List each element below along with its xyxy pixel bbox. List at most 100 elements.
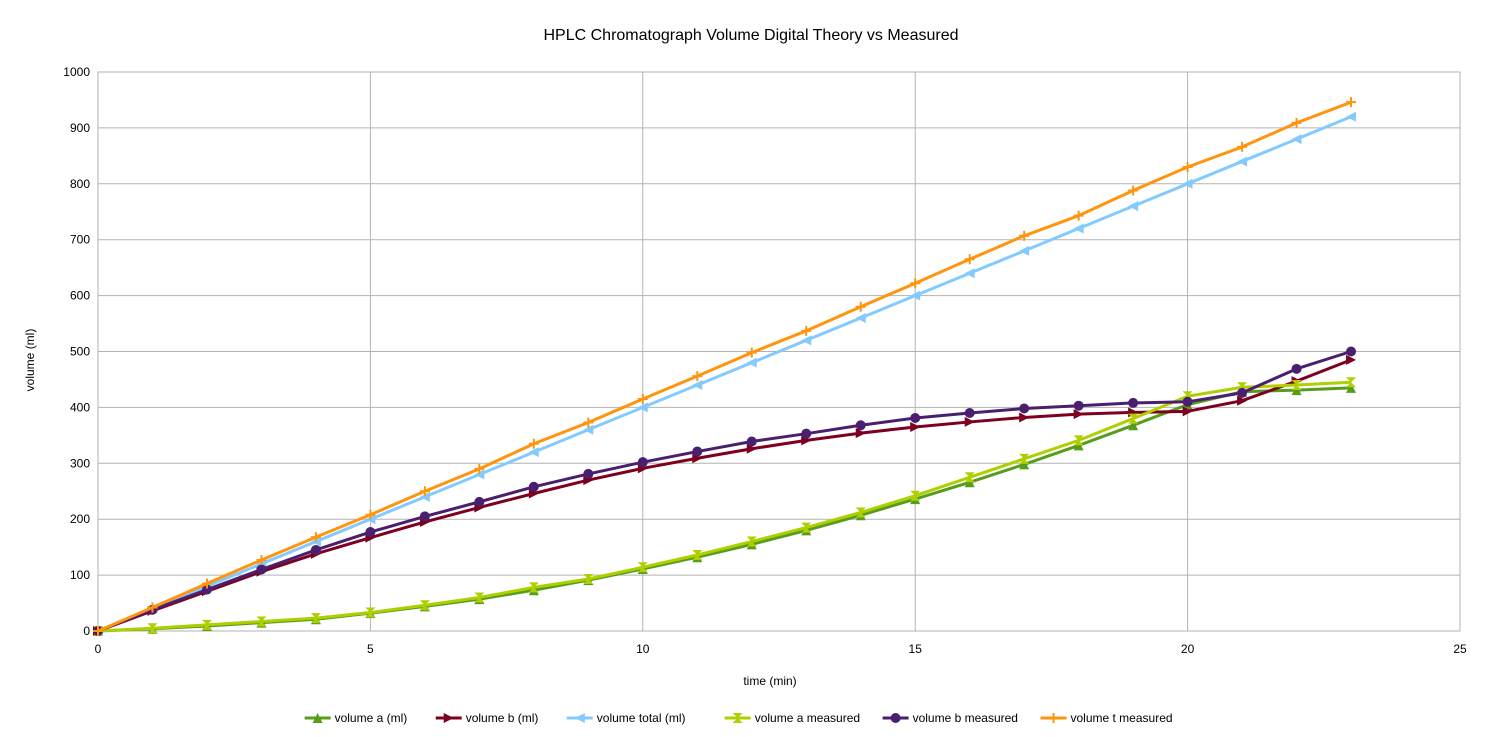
data-point-0-19: [1128, 420, 1139, 431]
data-point-4-21: [1237, 387, 1248, 398]
data-point-2-13: [801, 335, 812, 346]
data-point-1-14: [855, 428, 866, 439]
y-tick-label-4: 400: [70, 400, 90, 414]
data-point-5-9: [583, 417, 594, 428]
data-point-2-16: [964, 268, 975, 279]
series-4: [93, 346, 1357, 636]
data-point-5-1: [147, 602, 158, 613]
y-tick-label-3: 300: [70, 456, 90, 470]
data-point-4-14: [855, 420, 866, 431]
data-point-4-23: [1346, 346, 1357, 357]
y-tick-label-9: 900: [70, 121, 90, 135]
data-point-1-15: [910, 421, 921, 432]
data-point-5-4: [310, 532, 321, 543]
data-point-1-17: [1019, 412, 1030, 423]
y-tick-label-7: 700: [70, 233, 90, 247]
legend-item-3: volume a measured: [724, 711, 860, 725]
legend-item-0: volume a (ml): [304, 711, 407, 725]
data-point-3-11: [692, 549, 703, 560]
data-point-3-6: [419, 600, 430, 611]
data-point-1-23: [1346, 354, 1357, 365]
legend-item-2: volume total (ml): [566, 711, 686, 725]
data-point-5-14: [855, 301, 866, 312]
data-point-3-12: [746, 536, 757, 547]
data-point-2-6: [419, 491, 430, 502]
y-tick-label-1: 100: [70, 568, 90, 582]
data-point-3-7: [474, 592, 485, 603]
data-point-4-13: [801, 428, 812, 439]
data-point-1-12: [746, 443, 757, 454]
legend-swatch-marker-0: [312, 713, 323, 723]
data-point-5-10: [637, 394, 648, 405]
y-axis-ticks: 0 100 200 300 400 500 600 700 800 900 1000: [63, 65, 90, 638]
x-tick-label-5: 25: [1453, 642, 1467, 656]
legend-label-5: volume t measured: [1071, 711, 1173, 725]
data-point-1-16: [964, 416, 975, 427]
data-point-3-4: [310, 613, 321, 624]
data-point-5-15: [910, 278, 921, 289]
x-axis-label: time (min): [743, 674, 796, 688]
legend-item-5: volume t measured: [1040, 711, 1173, 725]
data-point-3-10: [637, 562, 648, 573]
data-point-4-16: [964, 407, 975, 418]
plot-area-border: [97, 71, 1461, 632]
data-point-5-23: [1346, 97, 1357, 108]
data-point-5-3: [256, 555, 267, 566]
data-point-3-17: [1019, 453, 1030, 464]
data-point-4-20: [1182, 396, 1193, 407]
data-point-3-8: [528, 582, 539, 593]
series-line-1: [97, 358, 1352, 633]
y-tick-label-6: 600: [70, 289, 90, 303]
data-point-3-16: [964, 472, 975, 483]
legend-label-1: volume b (ml): [466, 711, 539, 725]
x-tick-label-4: 20: [1181, 642, 1195, 656]
data-point-3-19: [1128, 413, 1139, 424]
data-point-5-5: [365, 509, 376, 520]
data-point-4-19: [1128, 397, 1139, 408]
legend-swatch-marker-4: [890, 713, 901, 723]
legend-label-2: volume total (ml): [597, 711, 686, 725]
data-point-3-2: [201, 619, 212, 630]
series-3: [93, 377, 1357, 636]
data-point-2-7: [474, 469, 485, 480]
data-point-5-19: [1128, 185, 1139, 196]
data-point-3-18: [1073, 435, 1084, 446]
data-point-2-8: [528, 447, 539, 458]
plot-frame: [97, 71, 1461, 632]
data-point-2-18: [1073, 223, 1084, 234]
data-point-4-7: [474, 496, 485, 507]
legend-swatch-marker-5: [1048, 713, 1059, 723]
x-tick-label-3: 15: [909, 642, 923, 656]
data-point-4-9: [583, 468, 594, 479]
data-point-5-22: [1291, 117, 1302, 128]
data-point-3-14: [855, 507, 866, 518]
y-tick-label-8: 800: [70, 177, 90, 191]
series-line-0: [97, 386, 1352, 633]
legend-swatch-marker-3: [732, 713, 743, 723]
data-point-4-10: [637, 457, 648, 468]
data-point-2-9: [583, 424, 594, 435]
legend-item-4: volume b measured: [882, 711, 1018, 725]
data-point-4-18: [1073, 400, 1084, 411]
data-point-3-3: [256, 616, 267, 627]
y-axis-label: volume (ml): [23, 329, 37, 392]
legend-item-1: volume b (ml): [435, 711, 539, 725]
data-point-5-0: [93, 626, 103, 636]
data-point-4-12: [746, 436, 757, 447]
data-point-0-17: [1019, 459, 1030, 470]
data-point-2-19: [1128, 201, 1139, 212]
legend-label-3: volume a measured: [755, 711, 860, 725]
data-point-3-13: [801, 522, 812, 533]
y-tick-label-10: 1000: [63, 65, 90, 79]
data-point-5-16: [964, 254, 975, 265]
data-point-4-3: [256, 564, 267, 575]
data-point-4-8: [528, 481, 539, 492]
series-1: [93, 354, 1357, 636]
y-tick-label-5: 500: [70, 345, 90, 359]
data-point-5-20: [1182, 162, 1193, 173]
data-point-5-2: [201, 578, 212, 589]
data-point-2-14: [855, 312, 866, 323]
data-point-4-5: [365, 527, 376, 538]
